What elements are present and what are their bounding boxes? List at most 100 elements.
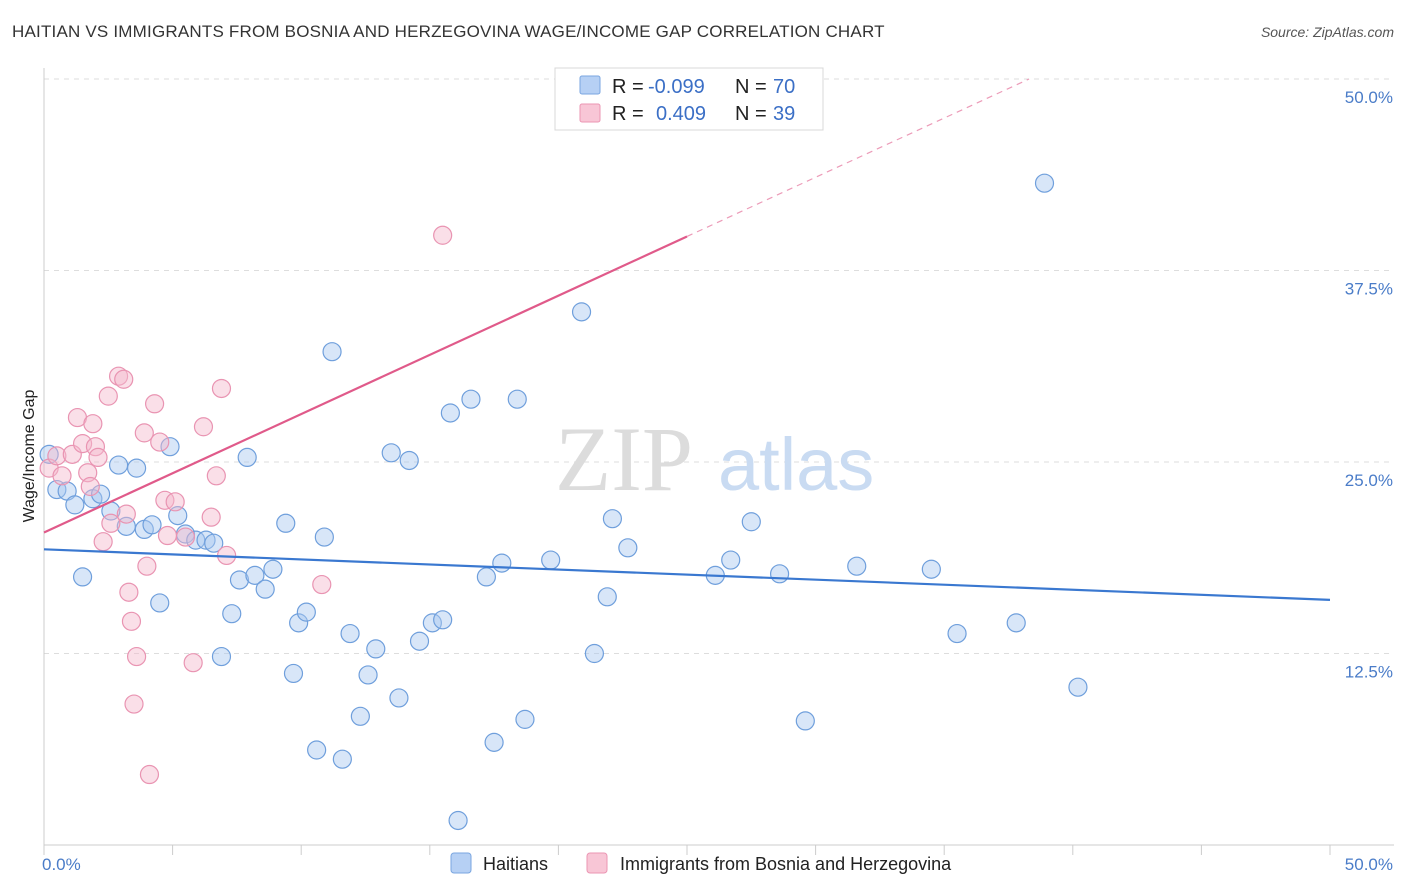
bosnia-point-31 [193,417,214,437]
bottom-legend-swatch-blue [450,852,472,874]
legend-n-label-1: N = [735,76,767,98]
haitian-point-46 [448,810,468,831]
haitian-point-40 [389,688,409,708]
haitian-point-32 [314,527,334,547]
bosnia-point-24 [144,394,165,414]
haitian-point-67 [1006,613,1026,633]
bottom-legend-bosnia: Immigrants from Bosnia and Herzegovina [620,854,952,874]
haitian-point-28 [283,663,304,684]
bosnia-point-12 [98,386,118,406]
haitian-point-54 [571,302,592,322]
haitian-point-34 [332,749,352,769]
bosnia-point-10 [88,447,108,468]
legend-r-label-1: R = [612,76,644,98]
bosnia-point-36 [312,574,332,595]
y-tick-label-2: 37.5% [1345,280,1393,299]
bottom-legend-swatch-pink [586,852,608,874]
haitian-point-21 [222,604,242,624]
haitian-point-25 [255,579,275,599]
haitian-point-50 [492,553,512,573]
regression-line-0 [43,548,1331,601]
bosnia-point-18 [121,611,142,631]
haitian-point-60 [721,550,741,570]
legend-r-value-1: -0.099 [648,76,705,98]
bosnia-point-37 [433,225,453,245]
bosnia-point-7 [80,476,100,497]
bosnia-point-33 [206,466,226,486]
haitian-point-8 [108,455,129,475]
bosnia-point-28 [165,492,185,512]
haitian-point-13 [150,593,170,613]
watermark: ZIP atlas [555,408,874,510]
bosnia-point-26 [155,490,175,510]
haitian-point-14 [160,437,180,457]
bosnia-point-32 [201,507,221,527]
bosnia-point-16 [116,504,136,524]
haitian-point-38 [366,639,386,659]
haitian-point-51 [507,389,527,409]
haitian-point-0 [39,444,59,464]
bottom-legend-haitians: Haitians [483,854,548,874]
haitian-point-4 [72,567,93,587]
bosnia-point-14 [108,366,129,386]
regression-extension-1 [686,78,1030,238]
chart-title: HAITIAN VS IMMIGRANTS FROM BOSNIA AND HE… [12,22,885,41]
haitian-point-18 [196,530,216,550]
haitian-point-41 [399,450,419,471]
bosnia-point-22 [137,556,157,576]
haitian-point-29 [289,613,309,633]
haitian-point-65 [921,559,941,579]
haitian-point-63 [795,711,815,731]
haitian-point-69 [1068,677,1088,697]
legend-n-value-1: 70 [773,76,795,98]
haitian-point-56 [597,587,617,607]
bosnia-point-8 [83,414,103,434]
data-points [39,87,1088,831]
legend-n-value-2: 39 [773,103,795,125]
haitian-point-35 [340,623,360,644]
bosnia-point-34 [211,378,232,399]
bosnia-point-27 [157,525,178,546]
haitian-point-10 [126,458,147,478]
haitian-point-66 [947,623,967,644]
bosnia-point-11 [93,532,113,552]
haitian-point-27 [276,513,296,533]
haitian-point-36 [350,706,370,726]
bosnia-point-30 [183,653,203,673]
legend-swatch-pink [579,103,601,123]
bosnia-point-15 [114,369,134,389]
haitian-point-6 [90,484,111,504]
bosnia-point-13 [101,513,121,533]
bosnia-point-19 [124,694,144,714]
haitian-point-39 [381,443,401,463]
haitian-point-61 [741,512,761,532]
haitian-point-62 [769,564,790,584]
haitian-point-48 [476,567,496,587]
haitian-point-20 [211,646,232,667]
haitian-point-31 [307,740,327,760]
haitian-point-33 [322,342,342,362]
x-tick-label-1: 50.0% [1345,855,1393,874]
haitian-point-22 [229,570,250,590]
haitian-point-49 [484,732,504,752]
haitian-point-47 [461,389,481,409]
bosnia-point-20 [126,646,147,667]
haitian-point-3 [65,495,85,515]
legend-r-label-2: R = [612,103,644,125]
legend-n-label-2: N = [735,103,767,125]
watermark-atlas: atlas [718,423,874,506]
haitian-point-44 [433,610,453,630]
haitian-point-57 [602,509,623,529]
source-label: Source: ZipAtlas.com [1260,24,1394,40]
y-tick-label-0: 12.5% [1345,663,1393,682]
y-tick-label-3: 50.0% [1345,88,1393,107]
haitian-point-58 [618,538,638,558]
bosnia-point-25 [150,432,170,452]
x-tick-labels: 0.0% 50.0% [42,855,1393,874]
haitian-point-68 [1034,173,1055,193]
regression-line-1 [43,235,688,534]
haitian-point-52 [515,709,535,729]
bosnia-point-23 [139,764,160,785]
haitian-point-64 [847,556,867,576]
